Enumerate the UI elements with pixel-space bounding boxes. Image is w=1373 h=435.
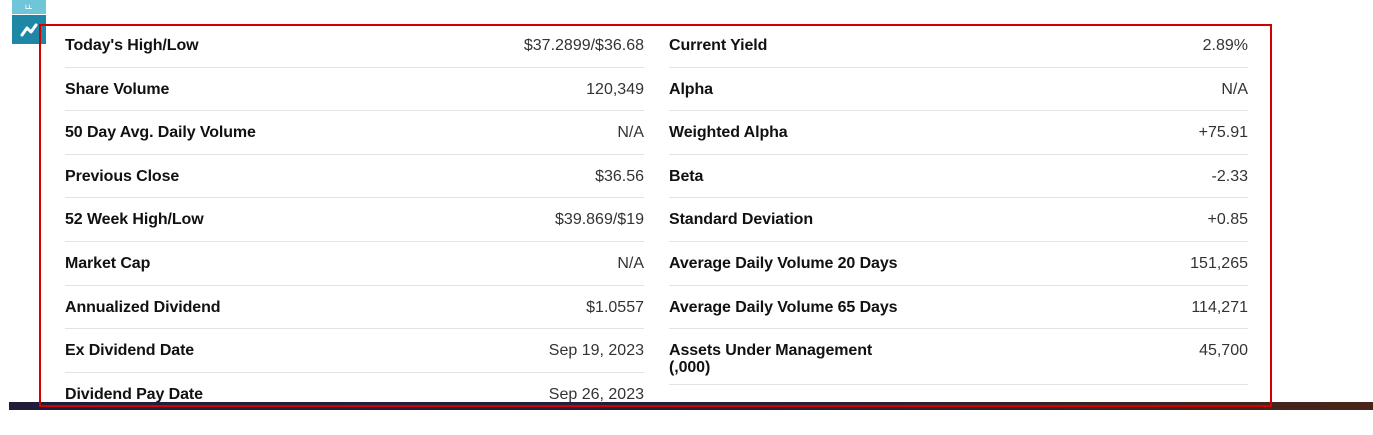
stat-row-market-cap: Market Cap N/A <box>65 242 644 286</box>
stat-value: Sep 19, 2023 <box>548 342 644 360</box>
stat-row-assets-under-management: Assets Under Management (,000) 45,700 <box>669 329 1248 386</box>
key-stats-right-column: Current Yield 2.89% Alpha N/A Weighted A… <box>669 24 1248 402</box>
stat-value: 114,271 <box>1191 298 1248 316</box>
stat-value: $36.56 <box>595 167 644 185</box>
stat-value: N/A <box>1221 80 1248 98</box>
stat-label: Today's High/Low <box>65 37 199 54</box>
key-stats-left-column: Today's High/Low $37.2899/$36.68 Share V… <box>65 24 644 402</box>
stat-value: Sep 26, 2023 <box>548 385 644 402</box>
stat-row-annualized-dividend: Annualized Dividend $1.0557 <box>65 286 644 330</box>
stat-value: 151,265 <box>1190 254 1248 272</box>
stat-label: Share Volume <box>65 80 170 98</box>
stat-row-52-week-high-low: 52 Week High/Low $39.869/$19 <box>65 198 644 242</box>
stat-value: $37.2899/$36.68 <box>523 37 644 54</box>
stat-value: 120,349 <box>586 80 644 98</box>
stat-label: Alpha <box>669 80 713 98</box>
stat-value: +75.91 <box>1198 124 1248 142</box>
stat-row-alpha: Alpha N/A <box>669 68 1248 112</box>
stat-label: Current Yield <box>669 37 768 54</box>
stat-label: 52 Week High/Low <box>65 211 204 229</box>
stat-value: $1.0557 <box>586 298 644 316</box>
stat-value: 2.89% <box>1202 37 1248 54</box>
stat-label: Beta <box>669 167 704 185</box>
stat-row-avg-daily-volume-20: Average Daily Volume 20 Days 151,265 <box>669 242 1248 286</box>
stat-label: Ex Dividend Date <box>65 342 195 360</box>
stat-value: N/A <box>617 124 644 142</box>
stat-label: Market Cap <box>65 254 151 272</box>
stat-value: +0.85 <box>1207 211 1248 229</box>
stat-row-beta: Beta -2.33 <box>669 155 1248 199</box>
stat-label: Assets Under Management (,000) <box>669 342 873 377</box>
chart-trend-icon-glyph <box>20 23 38 36</box>
stat-value: -2.33 <box>1211 167 1248 185</box>
stat-row-avg-daily-volume-65: Average Daily Volume 65 Days 114,271 <box>669 286 1248 330</box>
stat-label: Dividend Pay Date <box>65 385 203 402</box>
stat-row-previous-close: Previous Close $36.56 <box>65 155 644 199</box>
stat-row-ex-dividend-date: Ex Dividend Date Sep 19, 2023 <box>65 329 644 373</box>
stat-label: Annualized Dividend <box>65 298 221 316</box>
stat-label: 50 Day Avg. Daily Volume <box>65 124 256 142</box>
stat-label: Previous Close <box>65 167 180 185</box>
stat-row-standard-deviation: Standard Deviation +0.85 <box>669 198 1248 242</box>
stat-value: N/A <box>617 254 644 272</box>
chart-trend-icon[interactable] <box>12 15 46 44</box>
stat-row-weighted-alpha: Weighted Alpha +75.91 <box>669 111 1248 155</box>
stat-label: Average Daily Volume 65 Days <box>669 298 898 316</box>
stat-row-share-volume: Share Volume 120,349 <box>65 68 644 112</box>
side-tab-label: F <box>24 4 34 10</box>
bottom-banner <box>9 402 1373 410</box>
stat-row-current-yield: Current Yield 2.89% <box>669 24 1248 68</box>
stat-row-todays-high-low: Today's High/Low $37.2899/$36.68 <box>65 24 644 68</box>
key-stats-panel: Today's High/Low $37.2899/$36.68 Share V… <box>65 24 1248 402</box>
side-tab[interactable]: F <box>12 0 46 14</box>
stat-label: Standard Deviation <box>669 211 814 229</box>
stat-value: $39.869/$19 <box>555 211 644 229</box>
stat-label: Weighted Alpha <box>669 124 788 142</box>
stat-label: Average Daily Volume 20 Days <box>669 254 898 272</box>
stat-row-dividend-pay-date: Dividend Pay Date Sep 26, 2023 <box>65 373 644 402</box>
stat-row-50-day-avg-volume: 50 Day Avg. Daily Volume N/A <box>65 111 644 155</box>
stat-value: 45,700 <box>1199 342 1248 360</box>
